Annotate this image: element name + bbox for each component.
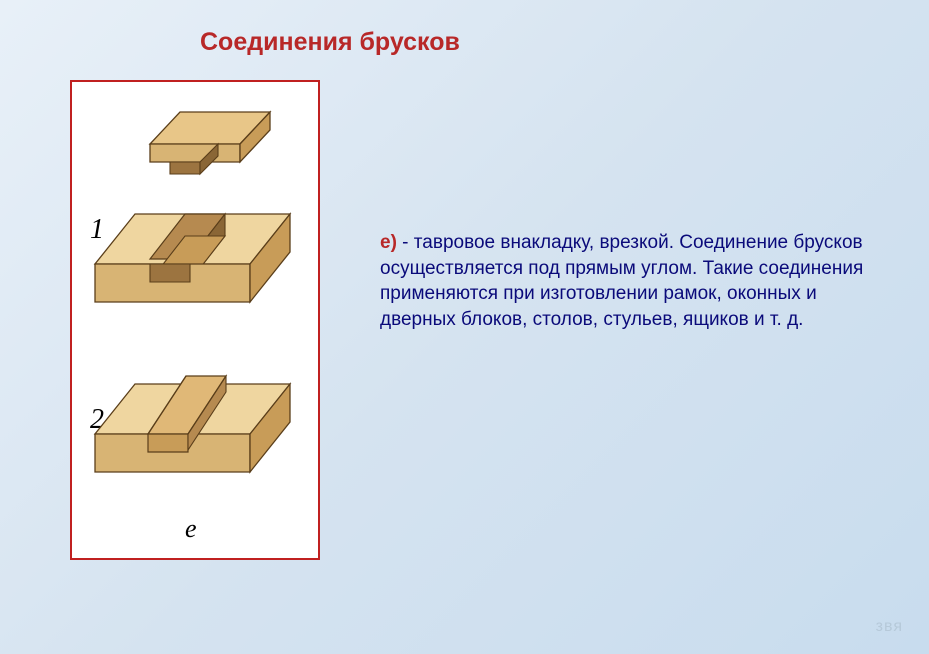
joint-illustration [90,104,300,504]
watermark: звя [876,618,903,636]
description-body: - тавровое внакладку, врезкой. Соединени… [380,232,863,330]
wood-joint-diagram: 1 2 е [90,104,300,544]
description-text: е) - тавровое внакладку, врезкой. Соедин… [380,230,870,333]
page-title: Соединения брусков [200,28,460,57]
description-lead: е) [380,232,397,253]
diagram-frame: 1 2 е [70,80,320,560]
diagram-caption: е [185,514,197,544]
